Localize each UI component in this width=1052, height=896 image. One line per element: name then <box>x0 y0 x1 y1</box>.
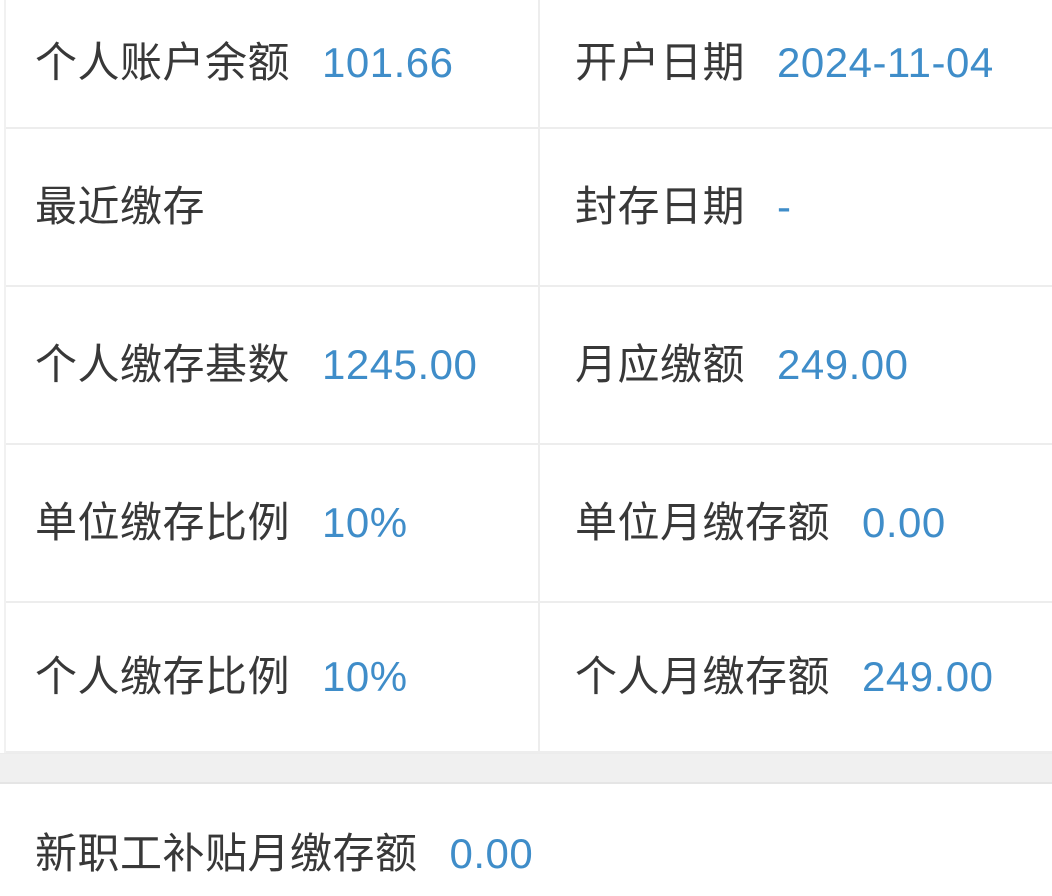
field-label: 单位缴存比例 <box>35 498 291 546</box>
field-monthly-payable-amount: 月应缴额 249.00 <box>540 287 1052 443</box>
field-label: 最近缴存 <box>35 182 206 230</box>
field-label: 开户日期 <box>575 39 746 87</box>
field-employer-deposit-ratio: 单位缴存比例 10% <box>6 445 540 601</box>
table-row: 个人缴存比例 10% 个人月缴存额 249.00 <box>6 603 1052 753</box>
field-employer-monthly-deposit-amount: 单位月缴存额 0.00 <box>540 445 1052 601</box>
field-label: 个人账户余额 <box>35 39 291 87</box>
field-value: 1245.00 <box>322 340 478 388</box>
table-row: 单位缴存比例 10% 单位月缴存额 0.00 <box>6 445 1052 603</box>
field-value: 249.00 <box>777 340 909 388</box>
field-seal-date: 封存日期 - <box>540 129 1052 285</box>
field-value: 249.00 <box>862 652 994 700</box>
table-row: 个人缴存基数 1245.00 月应缴额 249.00 <box>6 287 1052 445</box>
field-label: 个人缴存基数 <box>35 340 291 388</box>
field-label: 月应缴额 <box>575 340 746 388</box>
field-personal-deposit-base: 个人缴存基数 1245.00 <box>6 287 540 443</box>
field-label: 个人缴存比例 <box>35 652 291 700</box>
field-new-employee-subsidy-monthly-deposit-amount: 新职工补贴月缴存额 0.00 <box>0 784 1052 878</box>
field-value: - <box>777 182 792 230</box>
field-label: 单位月缴存额 <box>575 498 831 546</box>
account-info-table: 个人账户余额 101.66 开户日期 2024-11-04 最近缴存 封存日期 … <box>4 0 1052 753</box>
table-row: 个人账户余额 101.66 开户日期 2024-11-04 <box>6 0 1052 129</box>
field-value: 0.00 <box>862 498 946 546</box>
field-value: 2024-11-04 <box>777 39 994 87</box>
section-separator <box>0 753 1052 784</box>
field-value: 10% <box>322 498 408 546</box>
field-label: 封存日期 <box>575 182 746 230</box>
field-value: 0.00 <box>449 830 534 877</box>
field-account-open-date: 开户日期 2024-11-04 <box>540 0 1052 127</box>
field-value: 101.66 <box>322 39 454 87</box>
table-row: 最近缴存 封存日期 - <box>6 129 1052 287</box>
field-label: 个人月缴存额 <box>575 652 831 700</box>
field-personal-account-balance: 个人账户余额 101.66 <box>6 0 540 127</box>
field-personal-deposit-ratio: 个人缴存比例 10% <box>6 603 540 751</box>
field-value: 10% <box>322 652 408 700</box>
field-label: 新职工补贴月缴存额 <box>35 830 418 877</box>
field-recent-deposit: 最近缴存 <box>6 129 540 285</box>
field-personal-monthly-deposit-amount: 个人月缴存额 249.00 <box>540 603 1052 751</box>
